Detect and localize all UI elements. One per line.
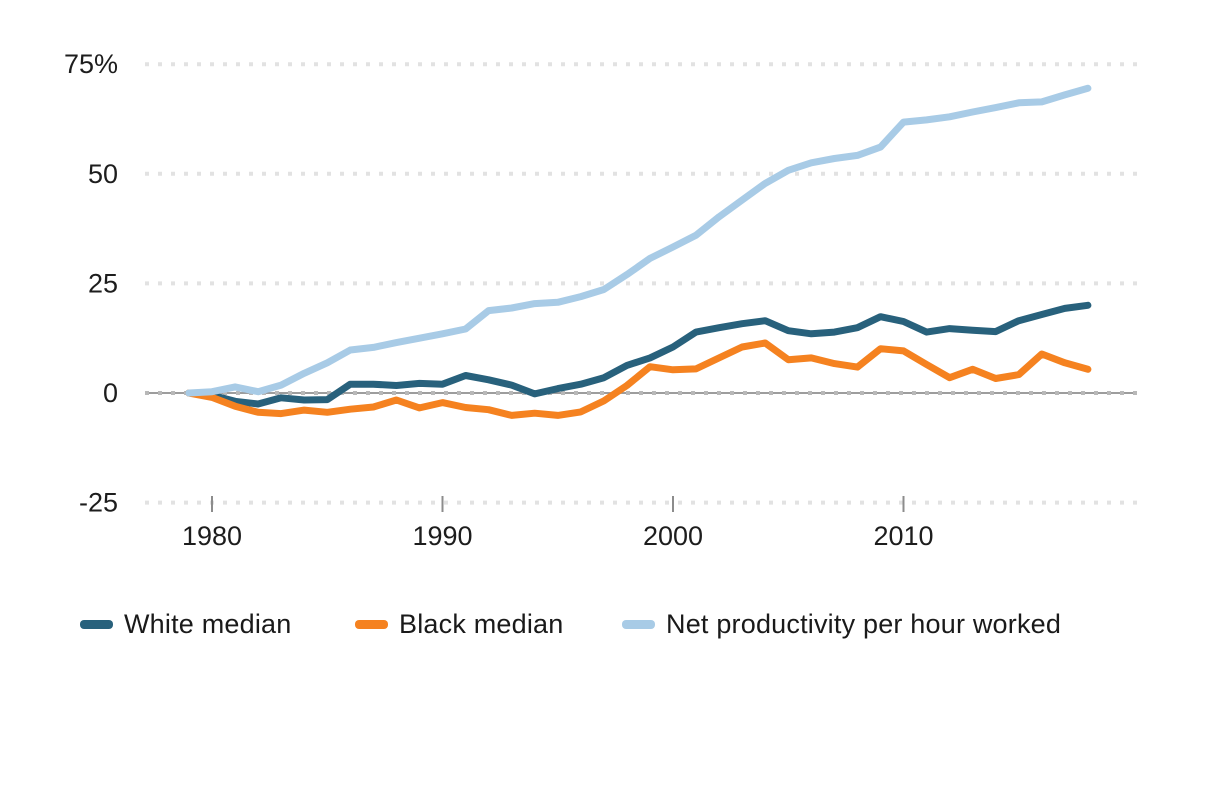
legend-label-white-median: White median [124, 608, 292, 639]
chart-legend: White median Black median Net productivi… [0, 604, 1216, 644]
x-axis-label-1980: 1980 [182, 521, 242, 551]
line-chart: 75% 50 25 0 -25 1980 1990 2000 2010 [64, 49, 1137, 551]
series-line-black-median [185, 339, 1092, 419]
y-axis-label-75: 75% [64, 49, 118, 79]
legend-item-black-median: Black median [355, 604, 563, 644]
series-line-white-median [185, 301, 1092, 408]
x-axis-label-1990: 1990 [412, 521, 472, 551]
y-axis-label-50: 50 [88, 159, 118, 189]
legend-label-net-productivity: Net productivity per hour worked [666, 608, 1062, 639]
y-axis-label-25: 25 [88, 268, 118, 298]
legend-label-black-median: Black median [399, 608, 564, 639]
y-axis-label-0: 0 [103, 378, 118, 408]
legend-item-white-median: White median [80, 604, 291, 644]
legend-swatch-net-productivity [622, 619, 655, 629]
series-line-net-productivity-per-hour-worked [185, 84, 1092, 397]
legend-swatch-black-median [355, 619, 388, 629]
x-axis-label-2010: 2010 [873, 521, 933, 551]
legend-swatch-white-median [80, 619, 113, 629]
y-axis-label--25: -25 [79, 488, 118, 518]
legend-item-net-productivity: Net productivity per hour worked [622, 604, 1061, 644]
x-axis-label-2000: 2000 [643, 521, 703, 551]
